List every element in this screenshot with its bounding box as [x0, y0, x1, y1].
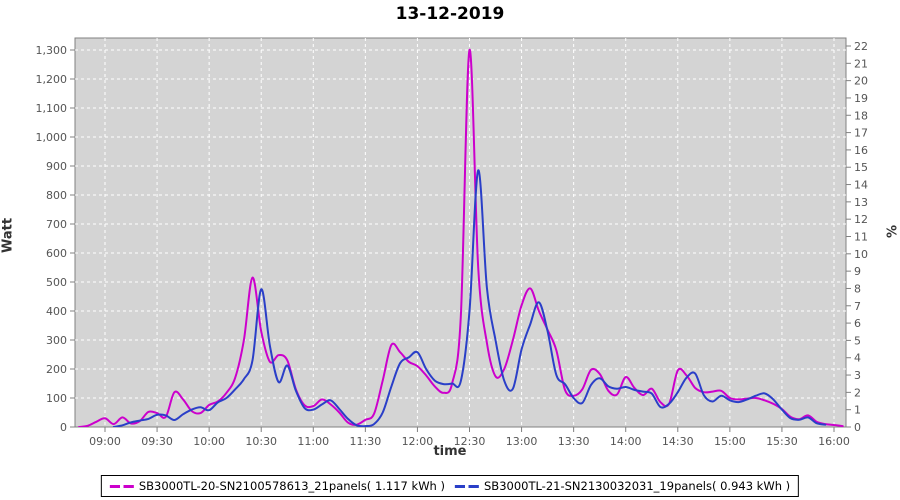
y2-tick-label: 14	[854, 179, 868, 192]
y2-tick-label: 22	[854, 40, 868, 53]
y-tick-label: 700	[46, 218, 67, 231]
y2-tick-label: 17	[854, 127, 868, 140]
y-tick-label: 1,200	[36, 73, 68, 86]
y2-tick-label: 16	[854, 144, 868, 157]
y2-tick-label: 1	[854, 404, 861, 417]
y2-tick-label: 0	[854, 421, 861, 434]
y-axis-label-watt: Watt	[0, 217, 16, 254]
y2-tick-label: 12	[854, 213, 868, 226]
y2-tick-label: 11	[854, 231, 868, 244]
x-tick-label: 09:30	[141, 435, 173, 448]
legend-line-sample-blue	[455, 484, 479, 488]
x-tick-label: 14:30	[662, 435, 694, 448]
chart-plot-area: 01002003004005006007008009001,0001,1001,…	[36, 37, 868, 448]
y-tick-label: 900	[46, 160, 67, 173]
x-axis-label-time: time	[433, 444, 467, 459]
plot-background	[74, 37, 847, 428]
y-tick-label: 0	[60, 421, 67, 434]
x-tick-label: 09:00	[89, 435, 121, 448]
legend-label-inverter-1: SB3000TL-20-SN2100578613_21panels( 1.117…	[138, 479, 445, 493]
legend-item-inverter-1: SB3000TL-20-SN2100578613_21panels( 1.117…	[109, 479, 445, 493]
x-tick-label: 10:00	[193, 435, 225, 448]
series-line-sb3000tl-20	[78, 48, 844, 427]
y2-tick-label: 18	[854, 109, 868, 122]
legend-item-inverter-2: SB3000TL-21-SN2130032031_19panels( 0.943…	[455, 479, 790, 493]
y-tick-label: 400	[46, 305, 67, 318]
x-tick-label: 15:00	[714, 435, 746, 448]
y-axis-label-percent: %	[885, 224, 900, 239]
legend-line-sample-magenta	[109, 484, 134, 488]
y2-tick-label: 10	[854, 248, 868, 261]
chart-legend: SB3000TL-20-SN2100578613_21panels( 1.117…	[100, 475, 800, 497]
y2-tick-label: 4	[854, 352, 861, 365]
y-tick-label: 200	[46, 363, 67, 376]
x-tick-label: 14:00	[610, 435, 642, 448]
x-tick-label: 12:00	[402, 435, 434, 448]
y-tick-label: 100	[46, 392, 67, 405]
y2-tick-label: 9	[854, 265, 861, 278]
y2-tick-label: 20	[854, 75, 868, 88]
y2-tick-label: 19	[854, 92, 868, 105]
x-tick-label: 13:00	[506, 435, 538, 448]
y2-tick-label: 15	[854, 161, 868, 174]
x-tick-label: 11:00	[297, 435, 329, 448]
y-tick-label: 600	[46, 247, 67, 260]
y2-tick-label: 7	[854, 300, 861, 313]
y2-tick-label: 8	[854, 282, 861, 295]
chart-title: 13-12-2019	[395, 4, 505, 24]
x-tick-label: 13:30	[558, 435, 590, 448]
x-tick-label: 10:30	[245, 435, 277, 448]
x-tick-label: 16:00	[818, 435, 850, 448]
y2-tick-label: 3	[854, 369, 861, 382]
y-tick-label: 300	[46, 334, 67, 347]
x-tick-label: 12:30	[454, 435, 486, 448]
y-tick-label: 1,100	[36, 102, 68, 115]
y2-tick-label: 13	[854, 196, 868, 209]
x-tick-label: 11:30	[350, 435, 382, 448]
y-tick-label: 800	[46, 189, 67, 202]
x-tick-label: 15:30	[766, 435, 798, 448]
y2-tick-label: 2	[854, 386, 861, 399]
y2-tick-label: 5	[854, 334, 861, 347]
series-line-sb3000tl-21	[112, 169, 827, 427]
y2-tick-label: 21	[854, 57, 868, 70]
y2-tick-label: 6	[854, 317, 861, 330]
y-tick-label: 500	[46, 276, 67, 289]
y-tick-label: 1,000	[36, 131, 68, 144]
legend-label-inverter-2: SB3000TL-21-SN2130032031_19panels( 0.943…	[484, 479, 791, 493]
y-tick-label: 1,300	[36, 44, 68, 57]
